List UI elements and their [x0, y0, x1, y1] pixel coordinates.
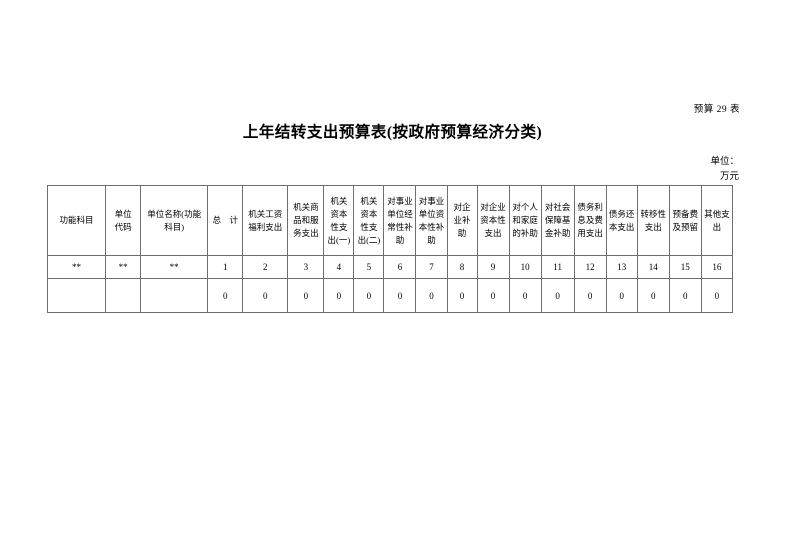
value-cell [46, 278, 107, 313]
value-cell [140, 278, 209, 313]
column-header: 单位名称(功能科目) [140, 185, 209, 256]
column-number-cell: ** [105, 255, 142, 279]
column-number-cell: 12 [573, 255, 607, 279]
budget-table: 功能科目 单位代码 单位名称(功能科目) 总 计机关工资福利支出 机关商品和服务支出 机关… [46, 185, 734, 313]
column-header: 对企业补助 [446, 185, 478, 256]
unit-label: 单位： [710, 157, 739, 167]
column-header: 机关资本性支出(二) [353, 185, 385, 256]
column-number-cell: 6 [383, 255, 417, 279]
column-header: 预备费及预留 [668, 185, 702, 256]
column-header: 单位代码 [105, 185, 142, 256]
column-header: 对事业单位经常性补助 [383, 185, 417, 256]
value-cell: 0 [700, 278, 734, 313]
column-number-row: ** ** ** 1 2 3 4 5 6 7 8 9 10 11 12 13 14 15 16 [46, 255, 734, 279]
column-header: 债务利息及费用支出 [573, 185, 607, 256]
column-header: 机关工资福利支出 [242, 185, 289, 256]
column-number-cell: 5 [353, 255, 385, 279]
column-number-cell: 8 [446, 255, 478, 279]
value-cell: 0 [242, 278, 289, 313]
unit-block: 单位： 万元 [710, 155, 739, 185]
column-number-cell: 4 [323, 255, 355, 279]
column-number-cell: 7 [415, 255, 448, 279]
unit-value: 万元 [719, 172, 739, 182]
column-number-cell: 14 [636, 255, 670, 279]
column-header: 对个人和家庭的补助 [508, 185, 542, 256]
column-number-cell: ** [46, 255, 107, 279]
value-cell: 0 [383, 278, 417, 313]
column-header: 机关商品和服务支出 [287, 185, 325, 256]
column-number-cell: 9 [476, 255, 510, 279]
value-cell: 0 [605, 278, 638, 313]
column-header: 转移性支出 [636, 185, 670, 256]
value-cell [105, 278, 142, 313]
column-number-cell: 11 [540, 255, 575, 279]
value-cell: 0 [540, 278, 575, 313]
column-header: 机关资本性支出(一) [323, 185, 355, 256]
value-cell: 0 [287, 278, 325, 313]
column-number-cell: 15 [668, 255, 702, 279]
column-number-cell: 16 [700, 255, 734, 279]
value-cell: 0 [573, 278, 607, 313]
column-number-cell: 2 [242, 255, 289, 279]
column-number-cell: ** [140, 255, 209, 279]
page-title: 上年结转支出预算表(按政府预算经济分类) [242, 124, 543, 141]
value-cell: 0 [508, 278, 542, 313]
column-header: 功能科目 [46, 185, 107, 256]
value-cell: 0 [415, 278, 448, 313]
value-cell: 0 [476, 278, 510, 313]
value-cell: 0 [207, 278, 244, 313]
value-cell: 0 [636, 278, 670, 313]
column-header: 其他支出 [700, 185, 734, 256]
column-header: 债务还本支出 [605, 185, 638, 256]
table-header-row: 功能科目 单位代码 单位名称(功能科目) 总 计机关工资福利支出 机关商品和服务支出 机关… [46, 185, 734, 256]
column-number-cell: 1 [207, 255, 244, 279]
column-number-cell: 13 [605, 255, 638, 279]
value-cell: 0 [668, 278, 702, 313]
value-cell: 0 [323, 278, 355, 313]
table-number-label: 预算 29 表 [693, 105, 740, 115]
column-number-cell: 10 [508, 255, 542, 279]
column-header: 对事业单位资本性补助 [415, 185, 448, 256]
column-header: 对企业资本性支出 [476, 185, 510, 256]
column-header: 总 计 [207, 185, 244, 256]
value-cell: 0 [446, 278, 478, 313]
column-header: 对社会保障基金补助 [540, 185, 575, 256]
value-cell: 0 [353, 278, 385, 313]
column-number-cell: 3 [287, 255, 325, 279]
